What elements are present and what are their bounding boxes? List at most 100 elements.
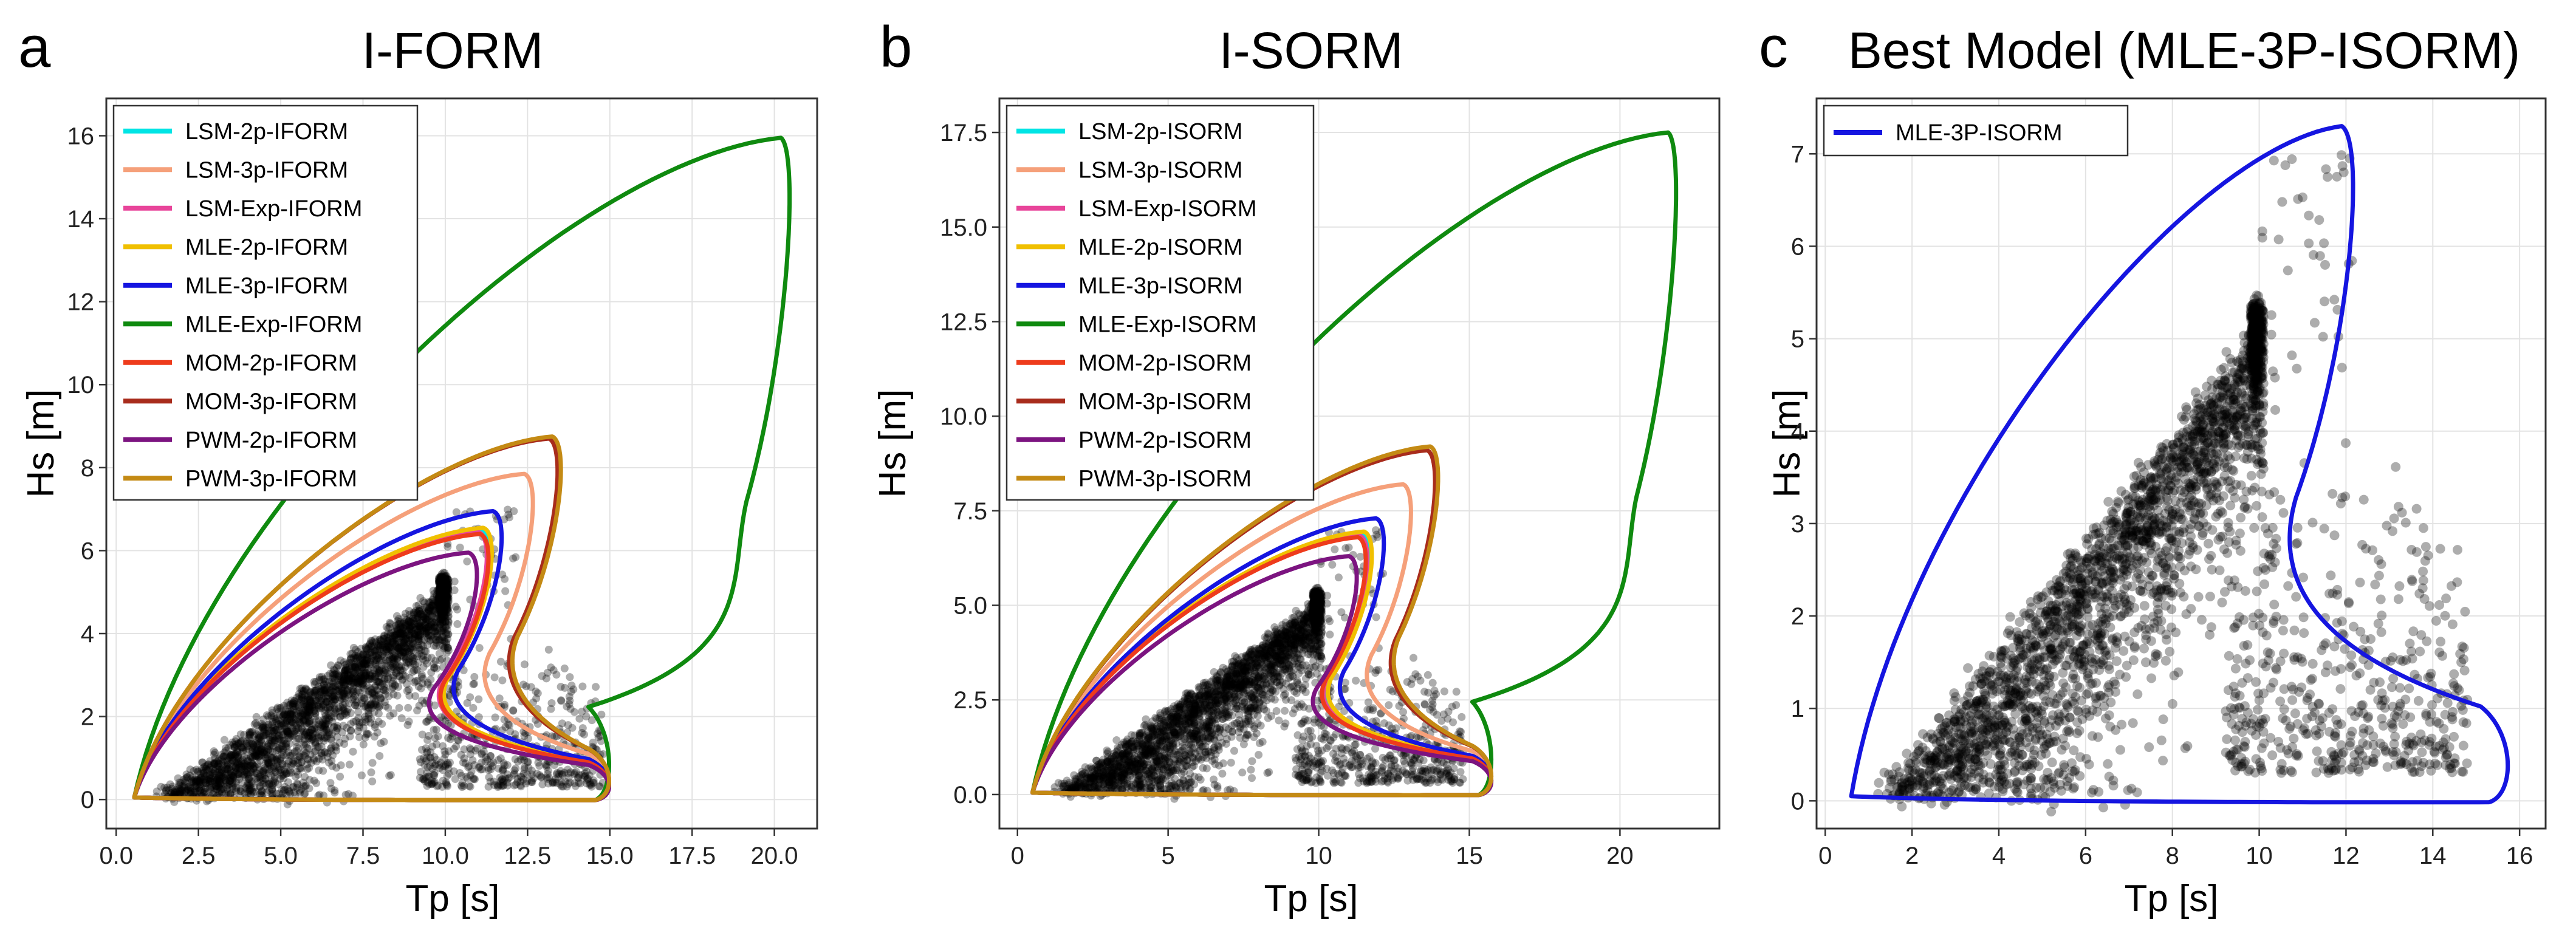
x-tick-label: 15.0 bbox=[586, 843, 634, 869]
scatter-point bbox=[242, 746, 250, 754]
scatter-point bbox=[250, 751, 259, 760]
scatter-point bbox=[384, 637, 392, 645]
x-tick-label: 12.5 bbox=[504, 843, 551, 869]
scatter-point bbox=[253, 760, 262, 768]
scatter-point bbox=[231, 740, 240, 749]
scatter-point bbox=[423, 763, 432, 771]
scatter-point bbox=[433, 756, 441, 764]
scatter-point bbox=[382, 645, 391, 654]
scatter-point bbox=[289, 783, 297, 792]
scatter-point bbox=[265, 761, 273, 769]
scatter-point bbox=[331, 742, 340, 750]
scatter-point bbox=[437, 627, 445, 635]
scatter-point bbox=[358, 683, 367, 691]
scatter-point bbox=[268, 754, 276, 762]
scatter-point bbox=[239, 756, 247, 764]
scatter-point bbox=[279, 719, 287, 727]
scatter-point bbox=[442, 579, 451, 587]
scatter-point bbox=[383, 630, 392, 638]
scatter-point bbox=[332, 747, 340, 755]
scatter-point bbox=[248, 787, 256, 795]
scatter-point bbox=[377, 694, 385, 703]
scatter-point bbox=[444, 584, 452, 593]
scatter-point bbox=[252, 752, 260, 760]
scatter-point bbox=[442, 631, 451, 639]
scatter-point bbox=[329, 688, 338, 696]
scatter-point bbox=[366, 668, 374, 677]
scatter-point bbox=[386, 618, 394, 627]
scatter-point bbox=[444, 782, 451, 790]
scatter-point bbox=[303, 708, 312, 716]
scatter-point bbox=[405, 639, 413, 648]
scatter-point bbox=[263, 780, 272, 788]
scatter-point bbox=[405, 617, 413, 626]
scatter-point bbox=[249, 765, 258, 773]
scatter-point bbox=[435, 594, 444, 603]
scatter-point bbox=[322, 716, 331, 725]
scatter-point bbox=[278, 736, 286, 745]
scatter-point bbox=[463, 557, 471, 566]
scatter-point bbox=[440, 588, 448, 597]
scatter-point bbox=[425, 612, 433, 620]
scatter-point bbox=[377, 674, 386, 683]
scatter-point bbox=[1238, 768, 1247, 777]
scatter-point bbox=[328, 684, 337, 692]
x-tick-label: 10.0 bbox=[422, 843, 469, 869]
scatter-point bbox=[279, 744, 287, 752]
scatter-point bbox=[420, 623, 429, 632]
scatter-point bbox=[439, 603, 447, 611]
scatter-point bbox=[436, 597, 444, 606]
scatter-point bbox=[411, 620, 419, 628]
scatter-point bbox=[436, 583, 445, 591]
scatter-point bbox=[435, 576, 443, 585]
scatter-point bbox=[289, 700, 297, 709]
scatter-point bbox=[396, 643, 404, 651]
scatter-point bbox=[341, 692, 349, 701]
scatter-point bbox=[228, 762, 237, 771]
scatter-point bbox=[444, 584, 452, 592]
scatter-point bbox=[366, 672, 375, 680]
scatter-point bbox=[443, 581, 451, 589]
scatter-point bbox=[285, 715, 293, 723]
scatter-point bbox=[1248, 774, 1256, 782]
scatter-point bbox=[258, 742, 266, 750]
scatter-point bbox=[167, 789, 176, 798]
scatter-point bbox=[386, 620, 395, 628]
scatter-point bbox=[249, 764, 258, 773]
scatter-point bbox=[325, 730, 334, 739]
scatter-point bbox=[209, 769, 218, 778]
scatter-point bbox=[313, 743, 321, 751]
scatter-point bbox=[323, 685, 332, 693]
scatter-point bbox=[269, 777, 278, 785]
scatter-point bbox=[246, 781, 254, 790]
scatter-point bbox=[423, 614, 431, 622]
scatter-point bbox=[264, 756, 272, 765]
scatter-point bbox=[218, 788, 226, 797]
scatter-point bbox=[421, 614, 430, 623]
scatter-point bbox=[499, 767, 507, 775]
scatter-point bbox=[213, 757, 222, 766]
scatter-point bbox=[188, 778, 197, 787]
scatter-point bbox=[351, 651, 360, 660]
scatter-point bbox=[441, 577, 450, 586]
scatter-point bbox=[222, 747, 230, 755]
scatter-point bbox=[442, 623, 450, 631]
scatter-point bbox=[408, 653, 417, 661]
scatter-point bbox=[417, 646, 425, 654]
scatter-point bbox=[310, 706, 318, 715]
scatter-point bbox=[437, 570, 446, 578]
scatter-point bbox=[399, 641, 408, 649]
scatter-point bbox=[538, 672, 546, 680]
scatter-point bbox=[435, 578, 444, 586]
scatter-point bbox=[437, 593, 445, 602]
scatter-point bbox=[566, 696, 574, 705]
x-tick-label: 10 bbox=[1305, 843, 1332, 869]
scatter-point bbox=[427, 654, 436, 662]
scatter-point bbox=[323, 749, 332, 757]
scatter-point bbox=[1255, 751, 1263, 759]
scatter-point bbox=[301, 789, 309, 798]
scatter-point bbox=[331, 666, 339, 675]
scatter-point bbox=[370, 708, 379, 716]
scatter-point bbox=[361, 702, 369, 710]
scatter-point bbox=[367, 700, 375, 708]
